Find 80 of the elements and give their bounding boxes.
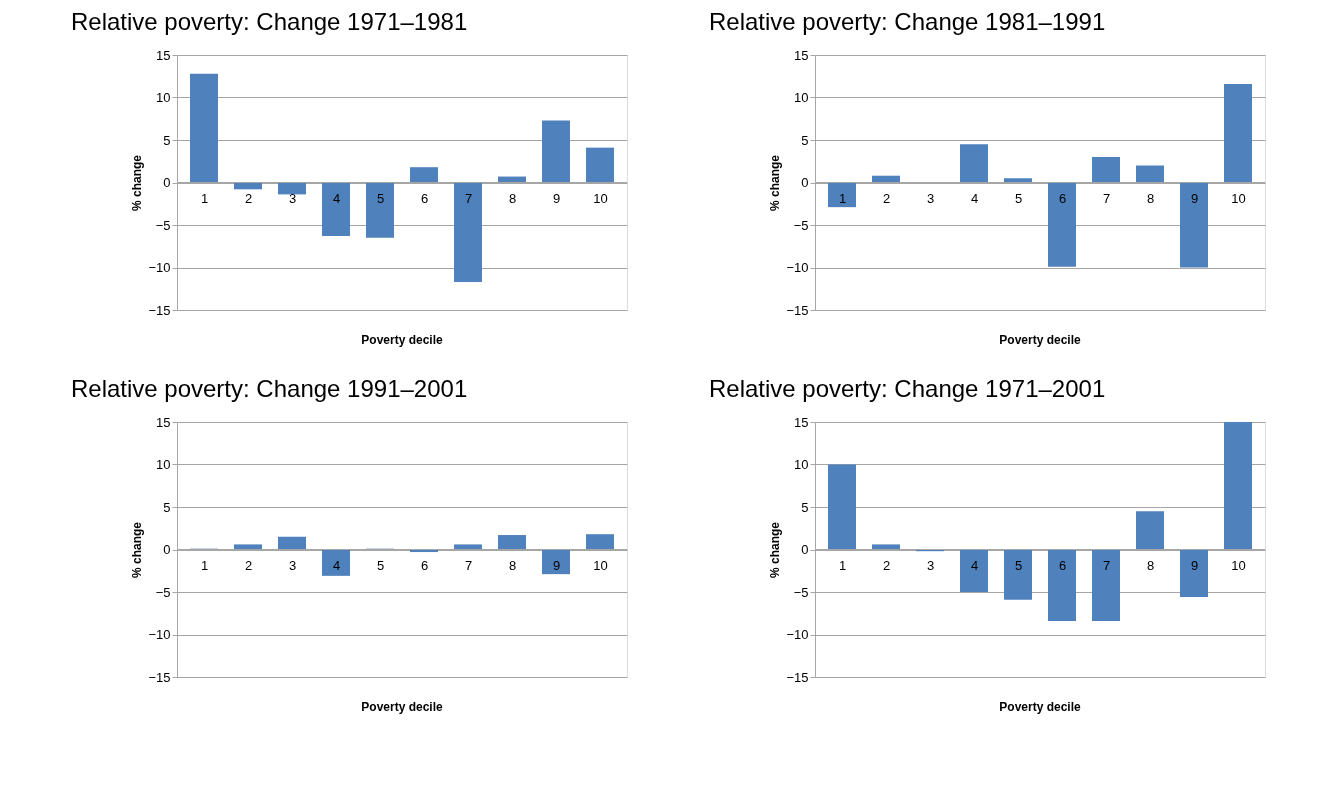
x-axis-title: Poverty decile	[361, 333, 444, 347]
x-tick-label: 3	[926, 558, 935, 573]
y-tick-label: −10	[148, 260, 171, 275]
x-tick-label: 2	[882, 191, 891, 206]
y-axis-title: % change	[130, 154, 145, 212]
x-tick-label: 5	[1014, 191, 1023, 206]
x-tick-label: 3	[926, 191, 935, 206]
y-tick-label: 0	[801, 175, 809, 190]
y-axis-title: % change	[768, 521, 783, 579]
x-tick-label: 3	[288, 191, 297, 206]
chart-title: Relative poverty: Change 1971–2001	[708, 375, 1106, 402]
x-tick-label: 10	[593, 191, 608, 206]
y-axis-title: % change	[130, 521, 145, 579]
x-tick-label: 4	[970, 191, 979, 206]
x-tick-label: 8	[1146, 558, 1155, 573]
x-tick-label: 9	[552, 191, 561, 206]
x-tick-label: 1	[200, 558, 209, 573]
y-tick-label: −5	[155, 217, 171, 233]
x-tick-label: 10	[1231, 558, 1246, 573]
x-tick-label: 6	[420, 191, 429, 206]
x-tick-label: 9	[552, 558, 561, 573]
x-axis-title: Poverty decile	[999, 700, 1082, 714]
x-tick-label: 6	[1058, 558, 1067, 573]
y-tick-label: −10	[148, 627, 171, 642]
y-tick-label: −10	[786, 260, 809, 275]
x-tick-label: 7	[1102, 191, 1111, 206]
y-tick-label: 10	[156, 90, 171, 105]
y-tick-label: 15	[794, 414, 809, 430]
x-tick-label: 4	[332, 558, 341, 573]
x-tick-label: 4	[970, 558, 979, 573]
x-tick-label: 7	[1102, 558, 1111, 573]
y-tick-label: 0	[163, 542, 171, 557]
x-tick-label: 9	[1190, 558, 1199, 573]
x-tick-label: 8	[508, 191, 517, 206]
x-axis-title: Poverty decile	[999, 333, 1082, 347]
x-tick-label: 7	[464, 191, 473, 206]
x-tick-label: 2	[244, 558, 253, 573]
y-tick-label: 15	[794, 47, 809, 63]
y-tick-label: 5	[801, 132, 809, 148]
y-tick-label: 5	[163, 132, 171, 148]
x-tick-label: 1	[838, 558, 847, 573]
y-axis-title: % change	[768, 154, 783, 212]
y-tick-label: −15	[148, 302, 171, 318]
x-tick-label: 10	[1231, 191, 1246, 206]
x-tick-label: 5	[376, 191, 385, 206]
y-tick-label: −15	[786, 669, 809, 685]
y-tick-label: 0	[801, 542, 809, 557]
x-tick-label: 7	[464, 558, 473, 573]
chart-title: Relative poverty: Change 1981–1991	[708, 8, 1106, 35]
y-tick-label: 0	[163, 175, 171, 190]
y-tick-label: 5	[163, 499, 171, 515]
y-tick-label: 15	[156, 414, 171, 430]
x-tick-label: 8	[508, 558, 517, 573]
y-tick-label: 15	[156, 47, 171, 63]
chart-title: Relative poverty: Change 1971–1981	[70, 8, 468, 35]
y-tick-label: −15	[148, 669, 171, 685]
x-tick-label: 9	[1190, 191, 1199, 206]
x-tick-label: 2	[244, 191, 253, 206]
y-tick-label: −10	[786, 627, 809, 642]
chart-title: Relative poverty: Change 1991–2001	[70, 375, 468, 402]
x-tick-label: 6	[1058, 191, 1067, 206]
x-tick-label: 3	[288, 558, 297, 573]
y-tick-label: 10	[794, 457, 809, 472]
y-tick-label: −5	[155, 584, 171, 600]
x-tick-label: 10	[593, 558, 608, 573]
y-tick-label: −5	[793, 584, 809, 600]
x-tick-label: 8	[1146, 191, 1155, 206]
x-tick-label: 1	[200, 191, 209, 206]
x-tick-label: 1	[838, 191, 847, 206]
y-tick-label: 10	[794, 90, 809, 105]
x-axis-title: Poverty decile	[361, 700, 444, 714]
x-tick-label: 4	[332, 191, 341, 206]
y-tick-label: 5	[801, 499, 809, 515]
y-tick-label: −5	[793, 217, 809, 233]
x-tick-label: 6	[420, 558, 429, 573]
x-tick-label: 5	[376, 558, 385, 573]
y-tick-label: 10	[156, 457, 171, 472]
y-tick-label: −15	[786, 302, 809, 318]
x-tick-label: 2	[882, 558, 891, 573]
x-tick-label: 5	[1014, 558, 1023, 573]
